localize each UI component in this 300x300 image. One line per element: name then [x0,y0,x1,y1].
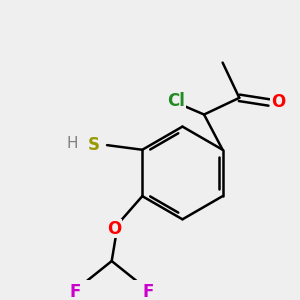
Text: F: F [70,283,81,300]
Text: O: O [271,94,285,112]
Text: H: H [66,136,78,151]
Text: O: O [107,220,122,238]
Text: Cl: Cl [167,92,185,110]
Text: F: F [142,283,154,300]
Text: S: S [88,136,100,154]
